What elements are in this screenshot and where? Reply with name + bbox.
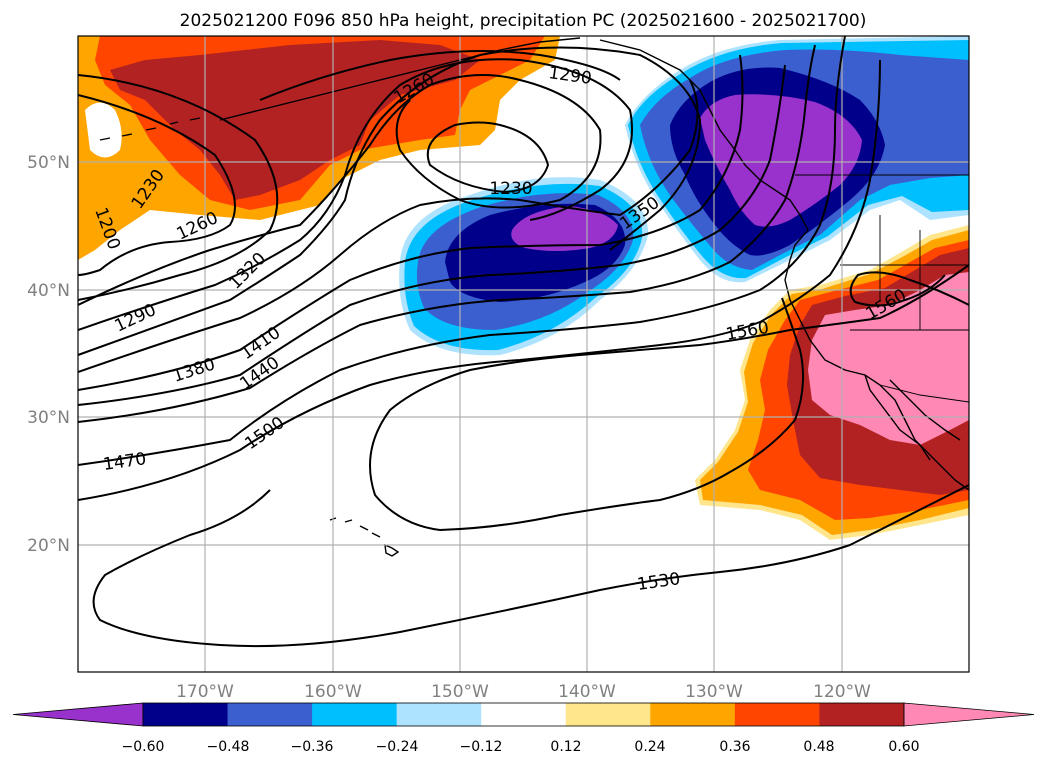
lat-tick-label: 20°N (27, 536, 70, 556)
map-title: 2025021200 F096 850 hPa height, precipit… (180, 11, 867, 31)
lon-tick-label: 150°W (431, 682, 489, 702)
contour-1350 (78, 79, 699, 373)
map-content: 1290 1260 1230 1200 1230 1260 1320 1290 … (78, 36, 969, 672)
colorbar-tick-label: −0.48 (207, 739, 250, 755)
colorbar-tick-label: −0.12 (460, 739, 503, 755)
us-state-lines (840, 215, 969, 331)
colorbar-swatch (396, 703, 482, 726)
nw-warm-region-light-patch (85, 102, 122, 158)
nw-warm-region-brick (110, 40, 480, 200)
colorbar: −0.60 −0.48 −0.36 −0.24 −0.12 0.12 0.24 … (12, 702, 1035, 755)
central-cold-region-purple (511, 206, 618, 251)
bc-coast (744, 164, 809, 261)
colorbar-tick-label: −0.24 (376, 739, 419, 755)
contour-1290 (78, 58, 633, 331)
contour-1230-central (426, 121, 550, 194)
colorbar-extend-max (903, 702, 1035, 727)
colorbar-swatch (734, 703, 820, 726)
lon-tick-label: 170°W (176, 682, 234, 702)
contour-1290-alaska (259, 50, 621, 101)
alaska-coast (219, 37, 746, 166)
colorbar-tick-label: −0.36 (291, 739, 334, 755)
colorbar-swatch (227, 703, 313, 726)
map-frame (77, 35, 970, 673)
colorbar-frame (142, 702, 905, 727)
colorbar-tick-label: 0.48 (803, 739, 834, 755)
contour-1230-west (78, 74, 279, 301)
lon-tick-label: 120°W (813, 682, 871, 702)
colorbar-swatch (650, 703, 736, 726)
lon-tick-label: 160°W (304, 682, 362, 702)
lat-tick-label: 40°N (27, 281, 70, 301)
contour-1200 (78, 94, 236, 276)
colorbar-tick-label: 0.36 (719, 739, 750, 755)
lon-tick-label: 140°W (558, 682, 616, 702)
colorbar-swatch (565, 703, 651, 726)
colorbar-tick-label: 0.24 (634, 739, 665, 755)
aleutian-islands (99, 117, 201, 141)
us-mexico-border (879, 384, 969, 403)
contour-1470 (78, 36, 846, 466)
colorbar-swatch (143, 703, 229, 726)
contour-1440 (78, 44, 816, 423)
colorbar-labels: −0.60 −0.48 −0.36 −0.24 −0.12 0.12 0.24 … (122, 739, 920, 755)
contour-1500 (78, 59, 881, 501)
coastlines (99, 37, 969, 557)
colorbar-extend-min (12, 702, 144, 727)
contour-1380 (78, 54, 744, 391)
colorbar-tick-label: −0.60 (122, 739, 165, 755)
colorbar-tick-label: 0.60 (888, 739, 919, 755)
contour-1560 (369, 264, 969, 532)
lat-tick-label: 50°N (27, 153, 70, 173)
colorbar-tick-label: 0.12 (550, 739, 581, 755)
contour-1560-inner (849, 271, 969, 307)
colorbar-swatch (481, 703, 567, 726)
lon-tick-label: 130°W (685, 682, 743, 702)
contour-1320 (78, 46, 702, 356)
contour-1410 (78, 64, 786, 406)
colorbar-swatch (819, 703, 905, 726)
se-warm-region-pink (808, 272, 969, 445)
contour-1530 (92, 484, 969, 648)
latitude-ticks: 50°N 40°N 30°N 20°N (27, 153, 70, 556)
height-contours (78, 36, 969, 648)
lat-tick-label: 30°N (27, 408, 70, 428)
colorbar-swatch (312, 703, 398, 726)
colorbar-swatches (12, 702, 1035, 727)
contour-label: 1230 (489, 179, 532, 199)
longitude-ticks: 170°W 160°W 150°W 140°W 130°W 120°W (176, 682, 871, 702)
